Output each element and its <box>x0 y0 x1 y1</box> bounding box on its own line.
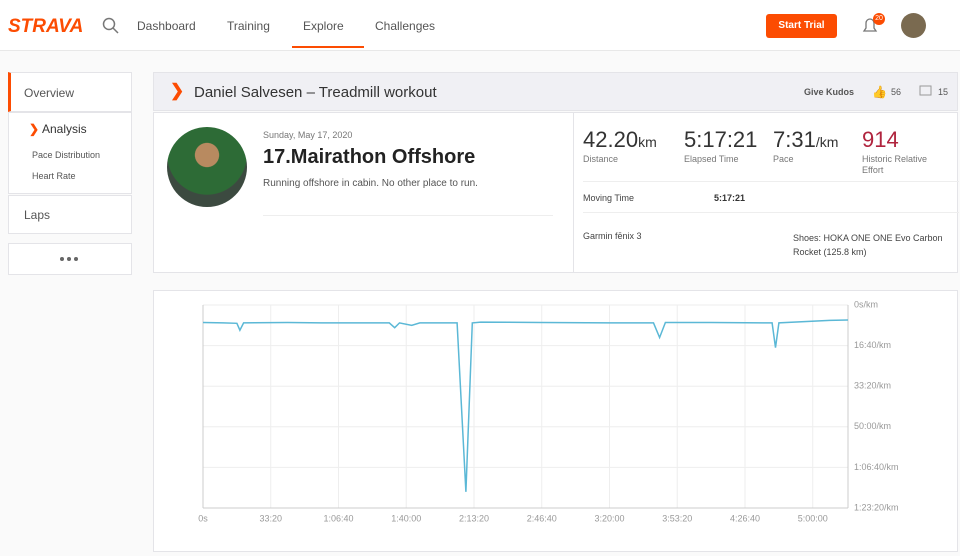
stat-value: 5:17:21 <box>684 127 758 152</box>
sidebar-sublink[interactable]: Pace Distribution <box>32 150 101 160</box>
divider <box>263 215 553 216</box>
chevron-icon: ❯ <box>170 81 185 100</box>
x-tick-label: 1:40:00 <box>391 513 421 523</box>
pace-line <box>202 319 849 492</box>
stat-label: Elapsed Time <box>684 154 739 164</box>
kudos-icon[interactable]: 👍 <box>872 85 887 99</box>
activity-description: Running offshore in cabin. No other plac… <box>263 178 478 189</box>
stat-unit: km <box>638 134 657 150</box>
athlete-avatar[interactable] <box>167 127 247 207</box>
stat-value: 7:31/km <box>773 127 838 153</box>
stat-label: Historic Relative Effort <box>862 154 928 175</box>
dots-icon <box>60 257 78 261</box>
activity-summary: Sunday, May 17, 2020 17.Mairathon Offsho… <box>153 112 959 273</box>
device: Garmin fēnix 3 <box>583 231 642 241</box>
stat-label: Pace <box>773 154 794 164</box>
nav-link[interactable]: Dashboard <box>137 19 196 33</box>
activity-date: Sunday, May 17, 2020 <box>263 130 353 140</box>
stat-unit: /km <box>815 134 839 150</box>
kudos-count: 56 <box>891 87 902 97</box>
y-tick-label: 0s/km <box>854 299 878 309</box>
x-tick-label: 3:53:20 <box>662 513 692 523</box>
nav-link[interactable]: Explore <box>303 19 344 33</box>
y-tick-label: 1:23:20/km <box>854 502 899 512</box>
comment-icon[interactable] <box>919 85 933 99</box>
activity-header-title: Daniel Salvesen – Treadmill workout <box>194 84 437 101</box>
x-tick-label: 1:06:40 <box>323 513 353 523</box>
x-tick-label: 4:26:40 <box>730 513 760 523</box>
y-tick-label: 33:20/km <box>854 381 891 391</box>
notification-badge: 20 <box>873 13 885 25</box>
sidebar-sublink[interactable]: Heart Rate <box>32 171 76 181</box>
more-button[interactable] <box>8 243 132 275</box>
sidebar-label: Laps <box>24 208 51 222</box>
notifications[interactable] <box>860 12 888 38</box>
moving-time: 5:17:21 <box>714 193 746 203</box>
start-trial-button[interactable]: Start Trial <box>766 14 837 38</box>
y-tick-label: 16:40/km <box>854 340 891 350</box>
divider <box>573 113 574 272</box>
comment-count: 15 <box>938 87 949 97</box>
x-tick-label: 3:20:00 <box>594 513 624 523</box>
sidebar-item[interactable]: Overview <box>8 72 132 112</box>
divider <box>583 181 959 182</box>
chevron-icon: ❯ <box>29 122 40 136</box>
stat-value: 914 <box>862 127 899 152</box>
divider <box>583 212 959 213</box>
x-tick-label: 0s <box>198 513 208 523</box>
nav-link[interactable]: Training <box>227 19 270 33</box>
y-tick-label: 1:06:40/km <box>854 462 899 472</box>
search-icon[interactable] <box>102 17 120 35</box>
nav-link[interactable]: Challenges <box>375 19 436 33</box>
y-tick-label: 50:00/km <box>854 421 891 431</box>
stat-number: 42.20 <box>583 127 639 152</box>
stat-label: Distance <box>583 154 619 164</box>
x-tick-label: 5:00:00 <box>798 513 828 523</box>
x-tick-label: 2:13:20 <box>459 513 489 523</box>
sidebar-item[interactable]: Laps <box>8 195 132 234</box>
x-tick-label: 2:46:40 <box>527 513 557 523</box>
user-avatar[interactable] <box>901 13 926 38</box>
activity-header: ❯ Daniel Salvesen – Treadmill workout Gi… <box>153 72 958 111</box>
sidebar-label[interactable]: Analysis <box>42 122 87 136</box>
sidebar-label: Overview <box>24 86 75 100</box>
sidebar-group: ❯ Analysis Pace Distribution Heart Rate <box>8 112 132 194</box>
moving-time-label: Moving Time <box>583 193 635 203</box>
logo[interactable]: STRAVA <box>8 16 84 37</box>
stat-number: 7:31 <box>773 127 816 152</box>
activity-title: 17.Mairathon Offshore <box>263 146 476 168</box>
shoes: Shoes: HOKA ONE ONE Evo Carbon Rocket (1… <box>793 233 943 257</box>
stat-value: 42.20km <box>583 127 657 153</box>
give-kudos[interactable]: Give Kudos <box>804 87 855 97</box>
active-underline <box>292 46 364 48</box>
x-tick-label: 33:20 <box>259 513 282 523</box>
